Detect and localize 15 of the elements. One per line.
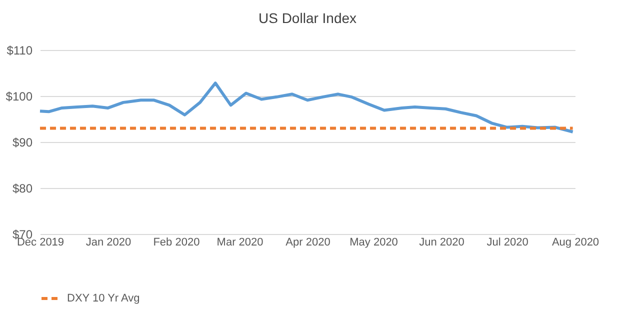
line-series: [38, 82, 574, 134]
y-tick-label: $80: [12, 182, 33, 196]
x-tick-label: Jun 2020: [419, 236, 464, 248]
y-tick-label: $110: [6, 44, 33, 58]
x-tick-label: Aug 2020: [552, 236, 600, 248]
x-tick-label: Mar 2020: [216, 236, 264, 248]
x-tick-label: Apr 2020: [286, 236, 330, 248]
chart-title: US Dollar Index: [258, 10, 357, 26]
x-tick-label: May 2020: [350, 236, 398, 248]
x-tick-label: Jul 2020: [486, 236, 528, 248]
y-tick-label: $100: [6, 90, 33, 104]
x-tick-label: Feb 2020: [153, 236, 200, 248]
x-tick-label: Jan 2020: [86, 236, 132, 248]
y-tick-label: $90: [12, 136, 33, 150]
legend-label: DXY 10 Yr Avg: [67, 292, 140, 304]
